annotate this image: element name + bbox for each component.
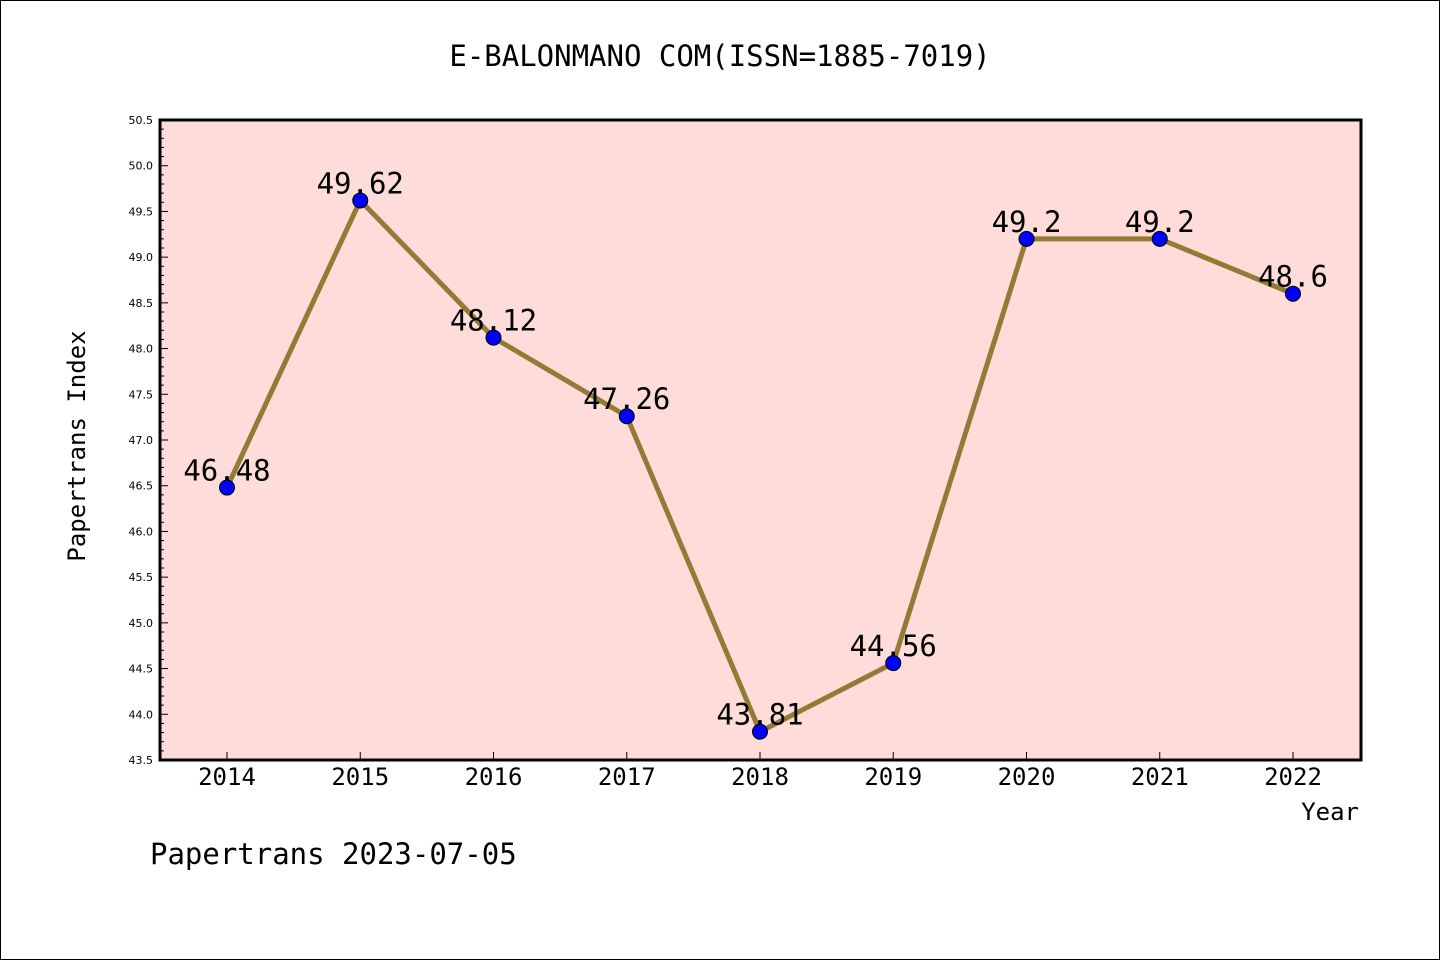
y-tick-label: 45.0 (129, 617, 154, 630)
y-axis-tick-labels: 43.5 44.0 44.5 45.0 45.5 46.0 46.5 47.0 47.5 48.0… (129, 114, 154, 767)
data-point (618, 408, 635, 425)
chart-title: E-BALONMANO COM(ISSN=1885-7019) (449, 39, 990, 73)
y-tick-label: 49.0 (129, 251, 154, 264)
data-point (352, 192, 369, 209)
data-label: 49.62 (317, 166, 404, 200)
x-tick-label: 2022 (1264, 763, 1322, 791)
footer-caption: Papertrans 2023-07-05 (150, 837, 517, 871)
data-markers (219, 192, 1301, 740)
y-tick-label: 46.5 (129, 480, 154, 493)
x-tick-label: 2016 (465, 763, 523, 791)
x-axis-tick-labels: 2014 2015 2016 2017 2018 2019 2020 2021 2022 (198, 763, 1322, 791)
x-tick-label: 2015 (331, 763, 389, 791)
y-tick-label: 50.0 (129, 160, 154, 173)
x-tick-label: 2017 (598, 763, 656, 791)
x-tick-label: 2018 (731, 763, 789, 791)
data-labels: 46.48 49.62 48.12 47.26 43.81 44.56 49.2 49.2 48… (183, 166, 1328, 731)
data-label: 49.2 (992, 205, 1062, 239)
data-point (752, 723, 768, 740)
data-label: 44.56 (850, 629, 937, 663)
x-tick-label: 2019 (864, 763, 922, 791)
x-tick-label: 2014 (198, 763, 256, 791)
x-tick-label: 2020 (998, 763, 1056, 791)
y-tick-label: 45.5 (129, 571, 154, 584)
plot-area (158, 118, 1363, 762)
y-tick-label: 49.5 (129, 205, 154, 218)
y-tick-label: 48.0 (129, 343, 154, 356)
y-tick-label: 43.5 (129, 754, 154, 767)
y-axis-label: Papertrans Index (63, 330, 91, 561)
y-tick-label: 48.5 (129, 297, 154, 310)
y-tick-label: 50.5 (129, 114, 154, 127)
data-label: 49.2 (1125, 205, 1195, 239)
data-label: 47.26 (583, 382, 670, 416)
data-label: 48.6 (1258, 260, 1328, 294)
y-axis-ticks (160, 119, 168, 761)
x-axis-ticks (226, 752, 1294, 760)
y-tick-label: 44.0 (129, 708, 154, 721)
x-tick-label: 2021 (1131, 763, 1189, 791)
data-point (1285, 285, 1301, 302)
data-label: 46.48 (183, 454, 270, 488)
data-point (885, 655, 902, 672)
data-label: 43.81 (716, 698, 803, 732)
data-label: 48.12 (450, 304, 537, 338)
y-tick-label: 47.0 (129, 434, 154, 447)
y-tick-label: 44.5 (129, 663, 154, 676)
y-tick-label: 47.5 (129, 388, 154, 401)
data-point (219, 479, 235, 496)
data-point (485, 329, 502, 346)
data-point (1018, 230, 1035, 247)
x-axis-label: Year (1301, 798, 1359, 826)
data-point (1151, 230, 1168, 247)
y-tick-label: 46.0 (129, 525, 154, 538)
